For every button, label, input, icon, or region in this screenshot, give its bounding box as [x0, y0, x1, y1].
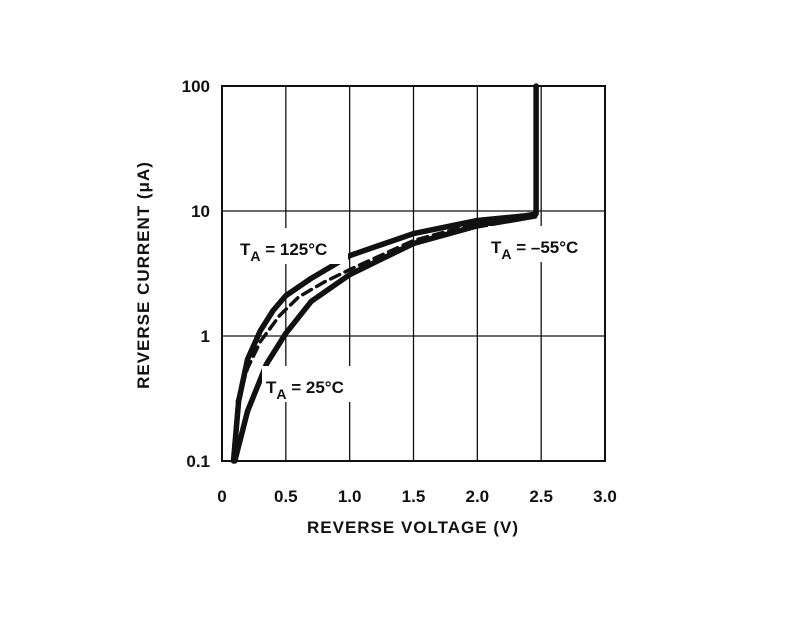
x-tick-label: 0 [217, 487, 226, 506]
annotation-25c-label: TA = 25°C [266, 378, 344, 402]
y-tick-label: 0.1 [186, 452, 210, 471]
annotation-minus55c-label: TA = –55°C [491, 238, 578, 262]
series-line-minus55c [235, 211, 537, 404]
y-tick-label: 1 [201, 327, 210, 346]
x-tick-label: 1.5 [402, 487, 426, 506]
annotation-ta-minus55c: TA = –55°C [488, 226, 594, 262]
y-tick-label: 100 [182, 77, 210, 96]
plot-frame [221, 85, 606, 462]
y-tick-label: 10 [191, 202, 210, 221]
x-tick-label: 3.0 [593, 487, 617, 506]
series-group [230, 83, 539, 464]
annotation-ta-25c: TA = 25°C [262, 366, 362, 402]
y-axis-title: REVERSE CURRENT (μA) [134, 161, 153, 389]
x-tick-label: 2.0 [466, 487, 490, 506]
tick-labels: 0 0.5 1.0 1.5 2.0 2.5 3.0 0.1 1 10 100 [182, 77, 617, 506]
x-tick-label: 0.5 [274, 487, 298, 506]
annotation-ta-125c: TA = 125°C [236, 228, 348, 264]
x-tick-label: 2.5 [529, 487, 553, 506]
annotation-125c-label: TA = 125°C [240, 240, 327, 264]
x-axis-title: REVERSE VOLTAGE (V) [307, 518, 519, 537]
x-tick-label: 1.0 [338, 487, 362, 506]
series-line-25c [232, 213, 538, 464]
